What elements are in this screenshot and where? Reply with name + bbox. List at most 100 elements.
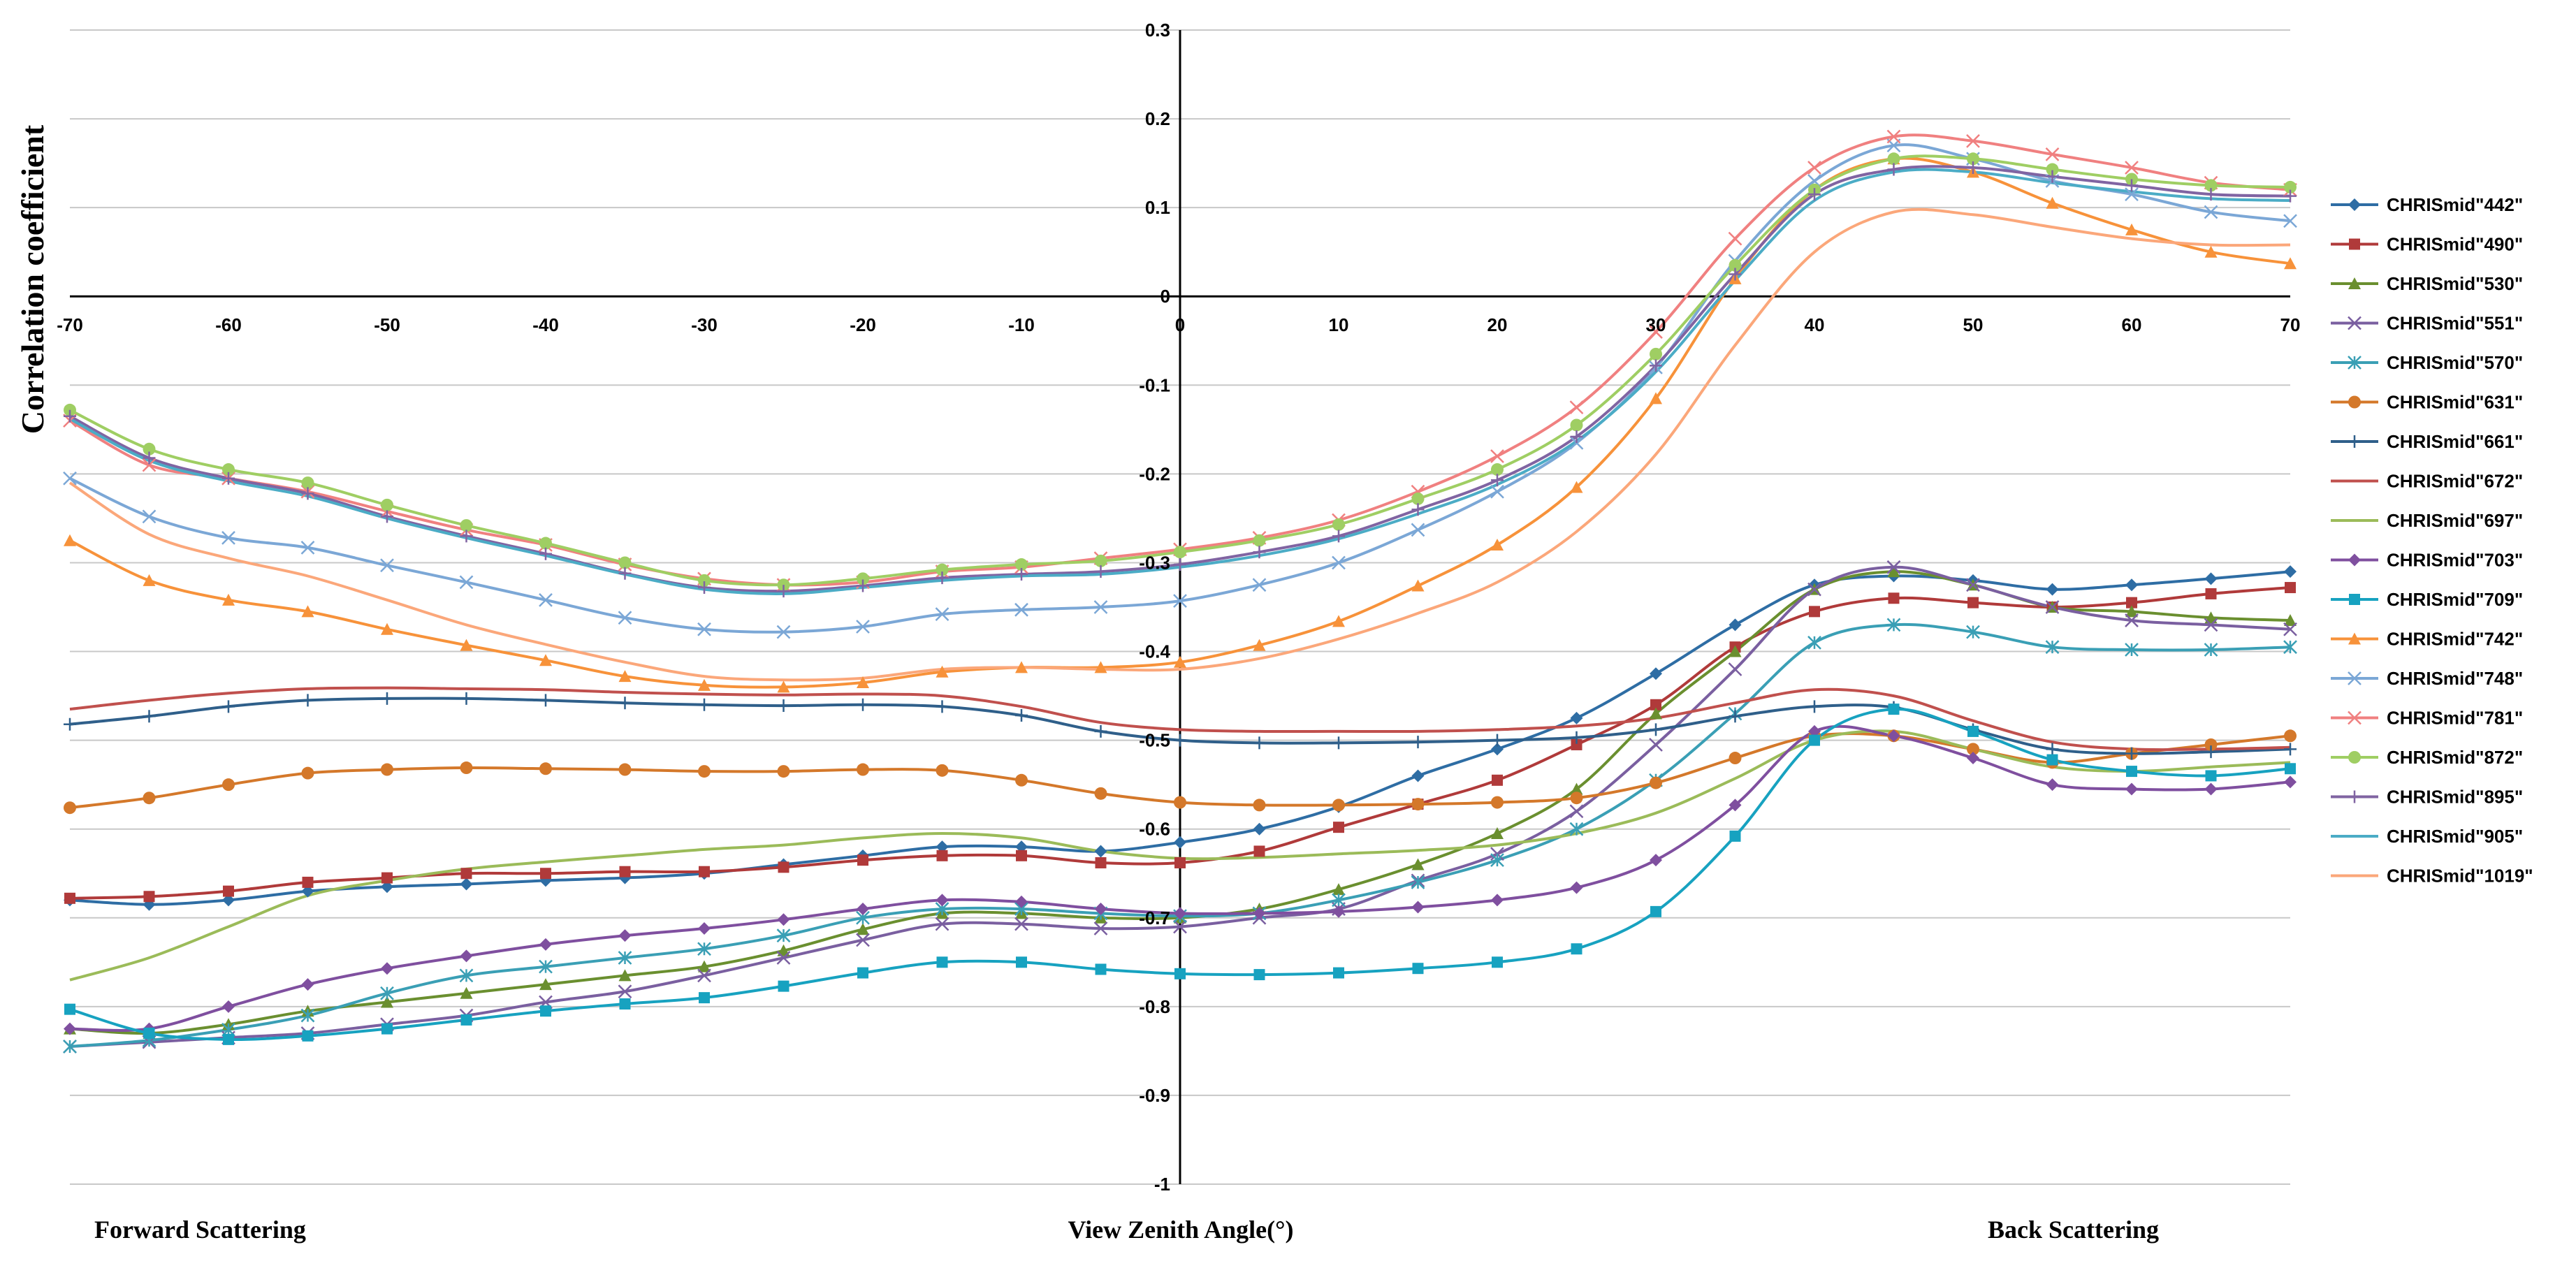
data-point-10 [1650, 905, 1661, 917]
data-point-5 [1967, 743, 1979, 756]
data-point-12 [2283, 214, 2297, 228]
data-point-4 [1569, 822, 1584, 836]
data-point-5 [1570, 792, 1583, 805]
data-point-11 [1332, 615, 1345, 627]
series-line-4 [69, 622, 2291, 1048]
data-point-4 [1886, 618, 1901, 632]
y-tick-label: 0.3 [1145, 20, 1170, 41]
data-point-6 [857, 698, 869, 711]
data-point-11 [1650, 392, 1662, 404]
data-point-1 [699, 866, 710, 877]
data-point-14 [1411, 492, 1425, 505]
data-point-5 [857, 763, 869, 776]
x-tick-label: -20 [850, 314, 876, 335]
legend-marker [2348, 671, 2362, 685]
data-point-5 [936, 764, 949, 777]
data-point-3 [2204, 618, 2218, 632]
data-point-15 [1094, 565, 1107, 578]
data-point-11 [1491, 539, 1504, 551]
data-point-11 [1094, 661, 1107, 673]
data-point-5 [698, 765, 711, 778]
data-point-6 [222, 700, 235, 713]
data-point-6 [143, 710, 156, 723]
data-point-9 [698, 922, 711, 935]
x-tick-label: -10 [1008, 314, 1035, 335]
data-point-6 [698, 698, 711, 711]
data-point-1 [1016, 850, 1027, 861]
data-point-10 [302, 1030, 314, 1042]
legend-marker [2348, 553, 2361, 567]
data-point-9 [857, 903, 869, 916]
back-scattering-label: Back Scattering [1988, 1216, 2159, 1244]
data-point-15 [539, 547, 552, 560]
data-point-0 [1570, 711, 1583, 724]
data-point-6 [381, 692, 393, 705]
data-point-14 [1729, 258, 1742, 272]
data-point-9 [2204, 782, 2218, 796]
data-point-14 [1253, 534, 1266, 547]
data-point-5 [1729, 752, 1742, 765]
data-point-12 [1252, 578, 1267, 592]
data-point-1 [1809, 606, 1820, 618]
data-point-11 [539, 654, 552, 666]
data-point-11 [1411, 579, 1425, 592]
data-point-3 [1649, 738, 1663, 752]
data-point-6 [936, 700, 949, 713]
data-point-10 [1412, 963, 1424, 975]
data-point-4 [618, 951, 632, 965]
data-point-3 [1014, 917, 1028, 931]
x-tick-label: 20 [1487, 314, 1508, 335]
legend-marker [2348, 790, 2361, 803]
data-point-2 [539, 978, 552, 991]
data-point-6 [1729, 710, 1742, 723]
data-point-12 [539, 592, 553, 607]
data-point-10 [1967, 725, 1979, 737]
data-point-1 [1967, 597, 1979, 608]
data-point-14 [1491, 463, 1504, 476]
data-point-15 [1808, 188, 1821, 201]
data-point-10 [64, 1003, 75, 1015]
data-point-4 [697, 942, 711, 956]
series-line-3 [69, 565, 2291, 1048]
data-point-10 [1174, 968, 1186, 979]
y-tick-label: 0.1 [1145, 197, 1170, 218]
data-point-14 [460, 519, 473, 532]
data-point-9 [539, 938, 552, 951]
data-point-10 [2126, 766, 2137, 778]
data-point-1 [857, 854, 868, 866]
data-point-5 [1174, 796, 1186, 809]
data-point-3 [2283, 622, 2297, 636]
series-line-17 [68, 207, 2291, 682]
data-point-0 [1650, 667, 1662, 680]
data-point-4 [380, 986, 394, 1000]
x-tick-label: 30 [1646, 314, 1666, 335]
y-tick-label: -1 [1154, 1174, 1170, 1195]
data-point-0 [1253, 822, 1266, 836]
legend-label: CHRISmid"551" [2387, 313, 2523, 334]
data-point-9 [301, 978, 314, 991]
data-point-6 [2125, 747, 2138, 760]
data-point-12 [300, 540, 315, 555]
data-point-10 [1492, 956, 1503, 968]
data-point-14 [936, 563, 949, 576]
data-point-4 [1332, 893, 1346, 908]
data-point-15 [857, 579, 869, 592]
data-point-1 [2126, 597, 2137, 608]
y-tick-label: -0.5 [1139, 730, 1170, 751]
data-point-6 [1253, 736, 1266, 750]
data-point-14 [381, 498, 393, 511]
y-tick-label: -0.6 [1139, 819, 1170, 840]
data-point-2 [2284, 614, 2297, 627]
legend-label: CHRISmid"672" [2387, 471, 2523, 492]
data-point-15 [1491, 474, 1504, 487]
data-point-0 [2125, 578, 2138, 592]
data-point-2 [1650, 707, 1662, 720]
data-point-1 [619, 866, 631, 877]
data-point-4 [1490, 853, 1504, 868]
data-point-13 [1490, 449, 1504, 463]
data-point-12 [1411, 523, 1425, 537]
data-point-14 [618, 556, 632, 569]
data-point-2 [1411, 858, 1425, 870]
